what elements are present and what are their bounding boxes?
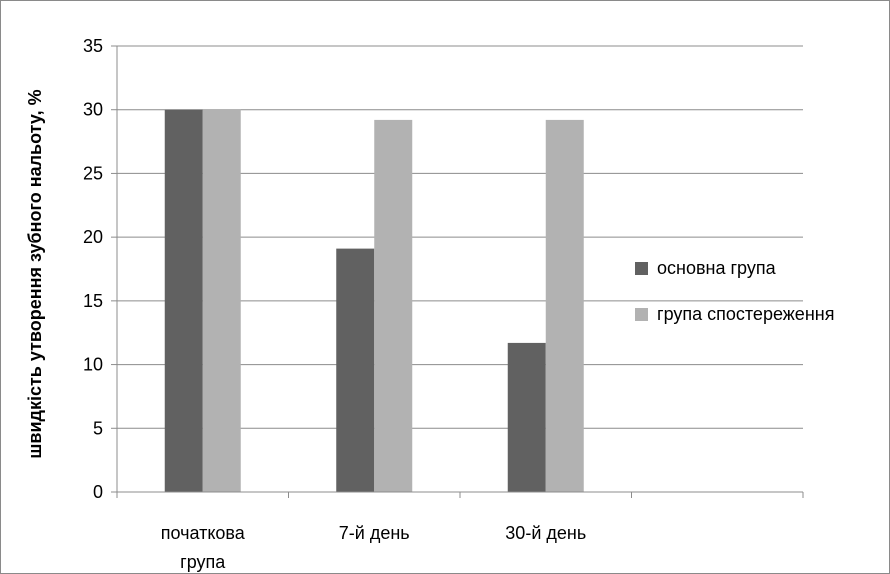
legend-label: основна група [657, 258, 777, 278]
bar-observation [203, 110, 241, 492]
legend-swatch [635, 262, 648, 275]
bar-observation [374, 120, 412, 492]
legend-label: група спостереження [657, 304, 834, 324]
legend: основна група група спостереження [635, 258, 834, 324]
legend-swatch [635, 308, 648, 321]
y-axis-label: швидкість утворення зубного нальоту, % [25, 89, 45, 458]
bar-main [336, 249, 374, 492]
y-tick-label: 30 [83, 100, 103, 120]
bar-main [508, 343, 546, 492]
y-tick-labels: 0 5 10 15 20 25 30 35 [83, 36, 103, 502]
y-tick-label: 20 [83, 227, 103, 247]
bar-observation [546, 120, 584, 492]
y-tick-label: 0 [93, 482, 103, 502]
bar-main [165, 110, 203, 492]
x-category-label: 7-й день [339, 523, 410, 543]
x-category-label: 30-й день [505, 523, 586, 543]
x-category-labels: початкова група 7-й день 30-й день [161, 523, 586, 572]
y-tick-label: 10 [83, 355, 103, 375]
y-tick-label: 5 [93, 418, 103, 438]
x-category-label: початкова група [161, 523, 246, 572]
y-tick-label: 35 [83, 36, 103, 56]
y-tick-label: 15 [83, 291, 103, 311]
y-tick-label: 25 [83, 163, 103, 183]
